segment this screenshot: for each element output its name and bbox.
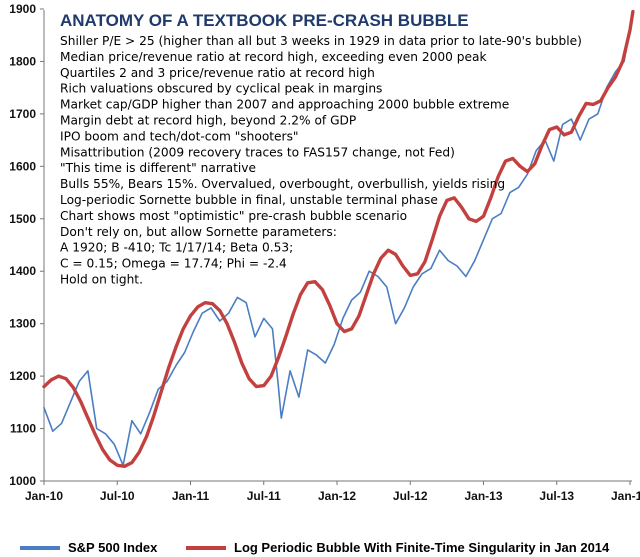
series-line-sp500 [43,29,631,467]
chart-title: ANATOMY OF A TEXTBOOK PRE-CRASH BUBBLE [60,11,469,30]
axes [43,10,632,482]
annotation-line: Log-periodic Sornette bubble in final, u… [60,193,438,207]
x-tick-label: Jan-12 [318,489,356,503]
annotation-line: Margin debt at record high, beyond 2.2% … [60,114,356,128]
y-tick-label: 1900 [9,2,36,16]
y-tick-label: 1200 [9,369,36,383]
x-tick-label: Jan-11 [172,489,210,503]
annotation-line: Market cap/GDP higher than 2007 and appr… [60,98,509,112]
annotation-line: Chart shows most "optimistic" pre-crash … [60,209,407,223]
x-tick-label: Jul-13 [539,489,574,503]
y-tick-label: 1800 [9,54,36,68]
x-tick-label: Jan-13 [464,489,502,503]
annotation-line: Don't rely on, but allow Sornette parame… [60,225,337,239]
annotation-line: IPO boom and tech/dot-com "shooters" [60,129,299,143]
annotation-line: Quartiles 2 and 3 price/revenue ratio at… [60,66,375,80]
series-line-bubble [42,9,635,468]
annotation-line: A 1920; B -410; Tc 1/17/14; Beta 0.53; [60,241,293,255]
y-tick-label: 1600 [9,159,36,173]
y-tick-label: 1400 [9,264,36,278]
annotation-line: Bulls 55%, Bears 15%. Overvalued, overbo… [60,177,505,191]
legend: S&P 500 Index Log Periodic Bubble With F… [20,540,610,555]
annotation-line: Hold on tight. [60,273,143,287]
y-tick-label: 1300 [9,317,36,331]
x-tick-label: Jul-12 [393,489,428,503]
series-layer [42,9,635,468]
y-tick-label: 1100 [10,422,36,436]
annotation-line: C = 0.15; Omega = 17.74; Phi = -2.4 [60,257,287,271]
x-tick-label: Jan-10 [25,489,63,503]
legend-label-sp500: S&P 500 Index [68,540,158,555]
annotation-line: Misattribution (2009 recovery traces to … [60,145,455,159]
annotation-line: Rich valuations obscured by cyclical pea… [60,82,382,96]
legend-label-bubble: Log Periodic Bubble With Finite-Time Sin… [234,540,610,555]
y-tick-label: 1500 [9,212,36,226]
annotation-line: "This time is different" narrative [60,161,256,175]
annotation-list: Shiller P/E > 25 (higher than all but 3 … [60,34,582,287]
y-tick-label: 1700 [9,107,36,121]
x-tick-label: Jul-10 [100,489,135,503]
annotation-line: Shiller P/E > 25 (higher than all but 3 … [60,34,582,48]
annotation-line: Median price/revenue ratio at record hig… [60,50,487,64]
y-tick-label: 1000 [9,474,36,488]
x-tick-label: Jan-14 [611,489,640,503]
x-ticks: Jan-10 Jul-10 Jan-11 Jul-11 Jan-12 Jul-12 Jan-… [25,481,640,503]
x-tick-label: Jul-11 [247,489,281,503]
y-ticks: 1000 1100 1200 1300 1400 1500 1600 1700 1800 1900 [9,2,44,488]
